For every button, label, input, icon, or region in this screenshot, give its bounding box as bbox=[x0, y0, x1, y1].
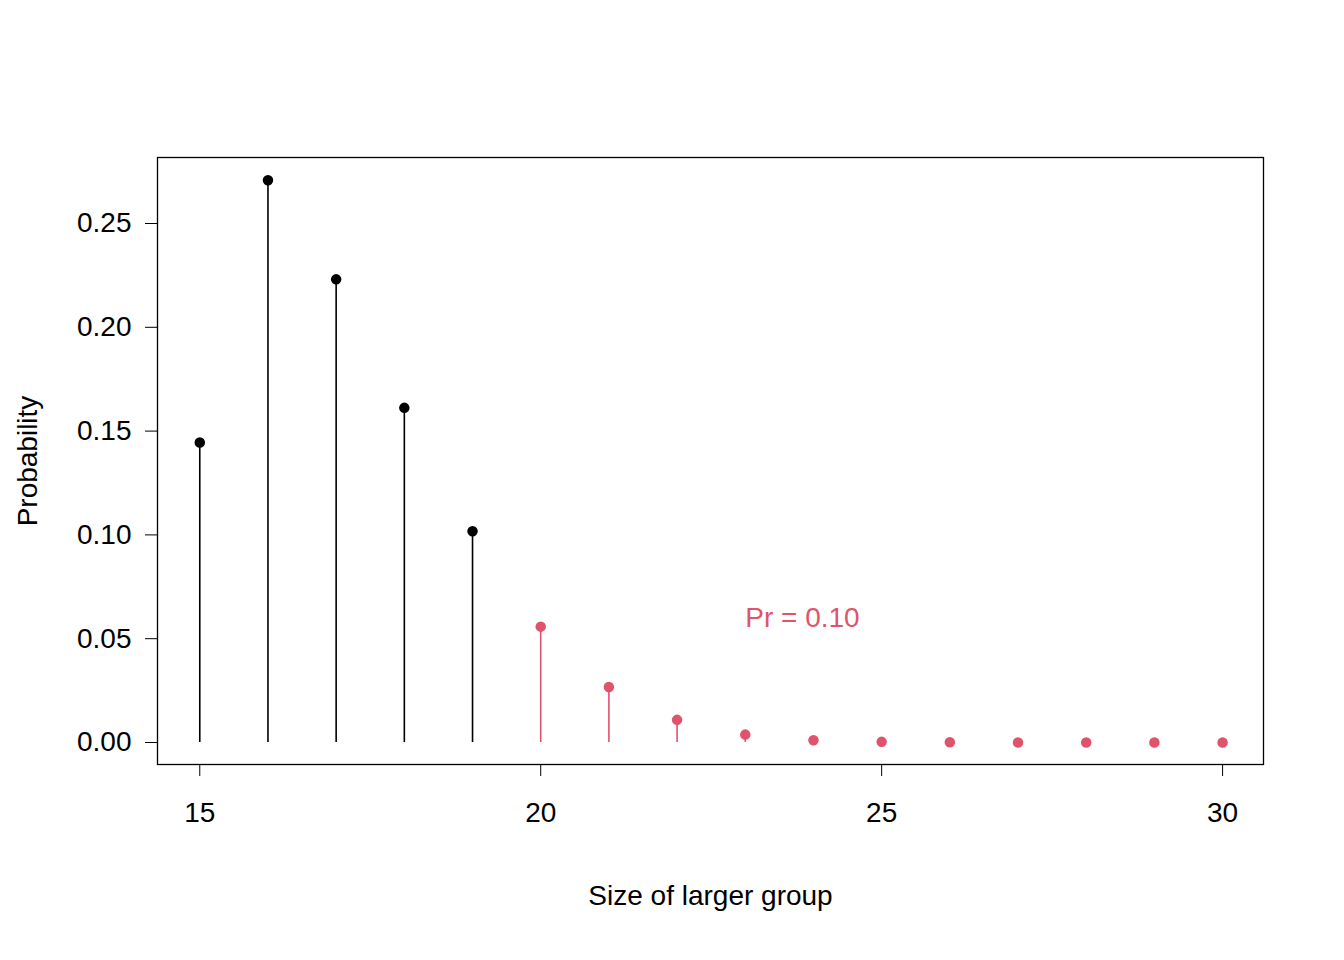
svg-text:0.00: 0.00 bbox=[77, 726, 132, 757]
svg-text:0.25: 0.25 bbox=[77, 207, 132, 238]
svg-text:Probability: Probability bbox=[12, 396, 43, 527]
svg-text:20: 20 bbox=[525, 797, 556, 828]
svg-text:0.15: 0.15 bbox=[77, 415, 132, 446]
svg-text:0.20: 0.20 bbox=[77, 311, 132, 342]
svg-text:Pr = 0.10: Pr = 0.10 bbox=[745, 602, 859, 633]
svg-text:15: 15 bbox=[184, 797, 215, 828]
svg-text:0.10: 0.10 bbox=[77, 519, 132, 550]
svg-text:30: 30 bbox=[1207, 797, 1238, 828]
svg-text:Size of larger group: Size of larger group bbox=[588, 880, 832, 911]
svg-text:0.05: 0.05 bbox=[77, 623, 132, 654]
svg-text:25: 25 bbox=[866, 797, 897, 828]
